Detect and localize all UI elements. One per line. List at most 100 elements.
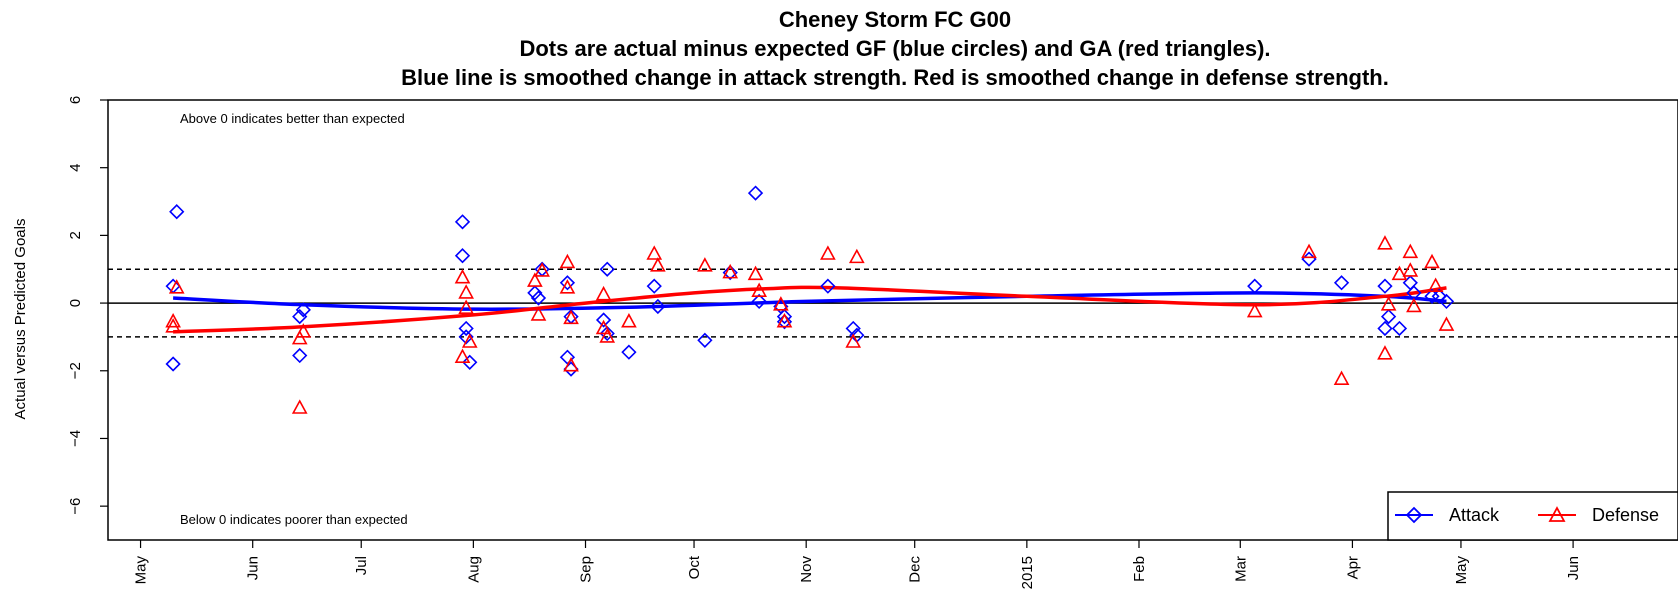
defense-point [722,263,739,279]
attack-point [1247,278,1263,294]
x-tick-label: Sep [578,556,595,583]
attack-point [751,293,767,310]
x-tick-label: Aug [465,556,482,583]
attack-point [454,248,471,264]
attack-point [462,354,478,370]
defense-point [751,282,767,298]
legend: Attack Defense [1387,491,1678,541]
defense-point [454,269,471,284]
attack-point [1380,308,1397,325]
attack-point [292,308,308,325]
defense-point [1246,302,1263,318]
defense-point [1301,243,1317,259]
attack-point [527,285,543,301]
defense-point [1391,265,1408,281]
defense-point [776,313,793,328]
annotation-above: Above 0 indicates better than expected [180,111,405,126]
defense-point [1424,253,1440,269]
defense-point [168,279,185,294]
legend-attack-label: Attack [1449,505,1500,525]
defense-point [527,272,543,287]
defense-point [454,348,471,364]
defense-point [534,262,550,277]
attack-point [563,361,579,377]
defense-point [595,285,612,301]
legend-defense-label: Defense [1592,505,1659,525]
attack-point [1431,288,1447,304]
defense-point [848,248,865,264]
legend-defense-marker [1548,506,1566,522]
y-tick-label: −4 [67,430,84,447]
defense-point [845,333,862,348]
attack-point [530,290,547,306]
defense-point [165,313,181,328]
attack-point [165,356,181,372]
defense-point [1377,235,1393,250]
x-axis: May Jun Jul Aug Sep Oct Nov Dec 2015 Feb Mar Apr May… [133,540,1582,589]
attack-point [776,308,793,325]
defense-point [595,319,612,335]
attack-point [1438,293,1455,310]
defense-point [563,357,579,372]
defense-point [1402,262,1419,277]
x-tick-label: Apr [1344,556,1361,579]
defense-smooth-line [173,285,1447,334]
chart-subtitle-2: Blue line is smoothed change in attack s… [401,65,1389,90]
y-axis-label: Actual versus Predicted Goals [12,219,29,420]
attack-point [599,325,615,342]
defense-point [747,265,764,281]
attack-point [1333,275,1350,291]
smooth-lines [173,285,1447,334]
chart-subtitle-1: Dots are actual minus expected GF (blue … [519,36,1270,61]
defense-point [559,253,576,269]
defense-point [563,309,579,325]
attack-point [454,214,471,230]
attack-point [599,261,615,277]
defense-point [458,284,474,299]
defense-point [1402,243,1419,259]
y-tick-label: 2 [67,231,84,239]
defense-point [1333,370,1350,386]
defense-point [697,257,713,272]
attack-point [650,298,666,315]
x-tick-label: Dec [907,556,924,583]
legend-box [1387,491,1678,541]
defense-point [458,299,474,314]
y-tick-label: 0 [67,299,84,307]
attack-point [1377,278,1393,294]
y-axis: −6 −4 −2 0 2 4 6 [67,96,108,515]
x-tick-label: Nov [798,556,815,583]
defense-point [291,399,308,414]
attack-point [820,278,836,294]
defense-point [530,306,547,321]
plot-frame [107,99,1678,541]
attack-point [595,312,612,328]
y-tick-label: −2 [67,362,84,379]
defense-point [1427,277,1444,292]
x-tick-label: Mar [1232,556,1249,582]
x-tick-label: Feb [1131,556,1148,582]
y-tick-label: −6 [67,498,84,515]
x-tick-label: May [1453,556,1470,585]
y-tick-label: 6 [67,96,84,104]
attack-point [1391,320,1408,337]
data-markers [165,185,1455,414]
defense-point [650,257,666,272]
chart-title: Cheney Storm FC G00 [779,7,1011,32]
defense-point [461,333,478,348]
x-tick-label: Jul [353,556,370,575]
attack-point [292,347,308,364]
x-tick-label: 2015 [1019,556,1036,589]
defense-point [646,245,663,260]
defense-point [559,279,576,294]
defense-point [1377,345,1393,360]
attack-point [1377,320,1393,337]
legend-attack-marker [1405,506,1423,524]
defense-point [1406,297,1422,313]
y-tick-label: 4 [67,164,84,172]
defense-point [773,296,789,311]
defense-point [1380,296,1397,311]
defense-point [621,313,637,328]
attack-point [621,344,637,360]
